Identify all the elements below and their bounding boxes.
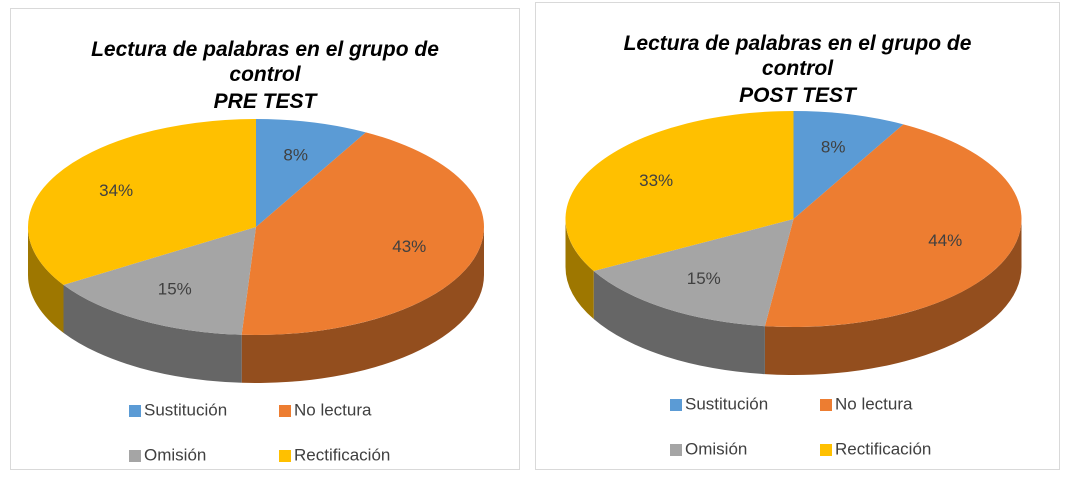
legend-label: Sustitución [144,400,227,419]
data-label: 8% [821,137,846,156]
slice-side [63,284,242,383]
slice-side [565,219,594,320]
legend-label: Sustitución [685,394,768,413]
slice [764,124,1022,327]
chart-title: Lectura de palabras en el grupo de contr… [623,32,972,80]
legend-swatch [820,399,832,411]
data-label: 15% [687,269,721,288]
data-label: 15% [158,280,192,299]
legend-label: Rectificación [294,445,390,464]
chart: 8% 44% 15% 33% Sustitución No lectura Omisión R… [565,111,1022,458]
chart-panel: 8% 43% 15% 34% Sustitución No lectura Omisión R… [10,8,520,470]
data-label: 8% [283,145,308,164]
legend-label: Omisión [144,445,206,464]
chart-panel: 8% 44% 15% 33% Sustitución No lectura Omisión R… [535,2,1060,470]
slice [27,119,256,285]
slice [63,227,257,335]
legend-swatch [820,444,832,456]
slice-side [28,227,64,333]
legend-swatch [129,450,141,462]
data-label: 34% [99,181,133,200]
data-label: 33% [639,171,673,190]
slice [241,132,485,336]
legend-swatch [129,405,141,417]
legend-swatch [670,444,682,456]
legend-label: Rectificación [835,439,931,458]
legend-swatch [670,399,682,411]
slice [565,111,794,272]
slice [593,219,794,327]
slice [256,119,366,227]
slice-side [764,219,1022,375]
legend-label: Omisión [685,439,747,458]
chart-subtitle: POST TEST [739,84,856,107]
data-label: 44% [928,231,962,250]
legend-label: No lectura [294,400,372,419]
chart: 8% 43% 15% 34% Sustitución No lectura Omisión R… [27,119,485,464]
slice-side [241,227,484,384]
chart-title: Lectura de palabras en el grupo de contr… [91,38,439,86]
slice [793,111,904,219]
data-label: 43% [392,237,426,256]
slice-side [593,271,765,375]
chart-subtitle: PRE TEST [213,90,317,113]
legend-swatch [279,450,291,462]
legend-label: No lectura [835,394,913,413]
legend-swatch [279,405,291,417]
